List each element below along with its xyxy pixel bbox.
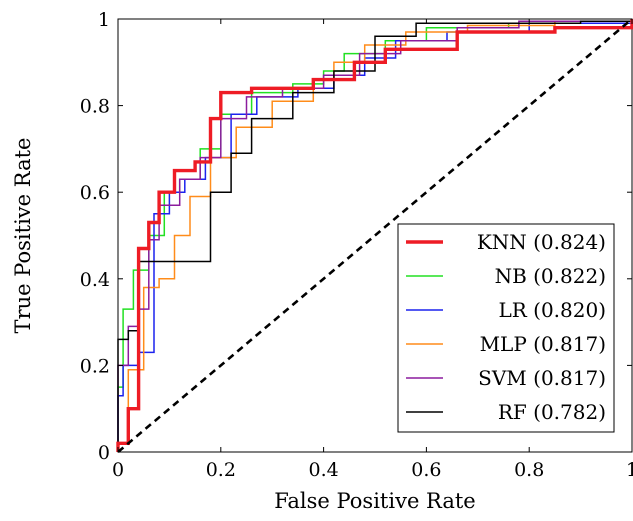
legend-label: KNN (0.824) — [477, 230, 606, 254]
y-tick-label: 0.6 — [80, 182, 110, 204]
x-tick-label: 0.2 — [206, 459, 236, 481]
x-axis-label: False Positive Rate — [274, 489, 475, 513]
y-axis-label: True Positive Rate — [11, 138, 35, 334]
legend-label: SVM (0.817) — [478, 366, 606, 390]
y-tick-label: 1 — [98, 9, 110, 31]
roc-curve-6 — [117, 19, 633, 452]
chance-diagonal-line — [117, 18, 633, 453]
plot-area — [116, 18, 633, 453]
x-tick-label: 0.4 — [308, 459, 338, 481]
legend: KNN (0.824) NB (0.822) LR (0.820) MLP (0.81… — [397, 223, 615, 433]
roc-curves — [116, 19, 633, 452]
x-tick-label: 0.8 — [514, 459, 544, 481]
legend-label: NB (0.822) — [495, 264, 606, 288]
x-tick-label: 0 — [112, 459, 124, 481]
legend-label: MLP (0.817) — [480, 332, 606, 356]
y-tick-label: 0.4 — [80, 269, 110, 291]
legend-box — [397, 223, 615, 433]
x-tick-label: 0.6 — [411, 459, 441, 481]
x-tick-label: 1 — [626, 459, 633, 481]
plot-frame — [117, 18, 633, 453]
roc-curve-1 — [116, 19, 633, 452]
legend-label: LR (0.820) — [498, 298, 606, 322]
y-tick-label: 0.8 — [80, 96, 110, 118]
y-tick-label: 0.2 — [80, 355, 110, 377]
y-tick-label: 0 — [98, 442, 110, 464]
axis-ticks: 0 0.2 0.4 0.6 0.8 1 0 0.2 0.4 0.6 0.8 1 — [80, 9, 633, 481]
legend-label: RF (0.782) — [498, 400, 606, 424]
